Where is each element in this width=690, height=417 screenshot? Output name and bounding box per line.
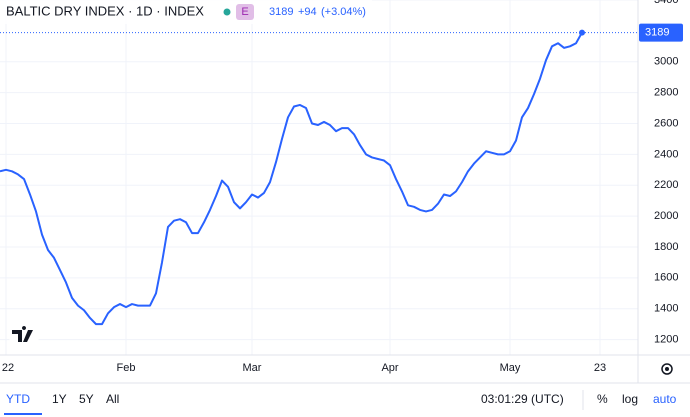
change: +94 (298, 6, 317, 18)
settings-icon[interactable] (661, 363, 673, 375)
price-label-bg (639, 23, 683, 42)
range-button[interactable]: YTD (6, 392, 30, 406)
option-button[interactable]: log (622, 392, 638, 406)
y-tick-label: 2200 (654, 179, 678, 191)
y-tick-label: 1800 (654, 241, 678, 253)
legend-bg (0, 0, 372, 24)
toolbar: YTD 1Y 5Y All 03:01:29 (UTC)% log auto (4, 390, 677, 415)
range-button[interactable]: All (106, 392, 119, 406)
last-point (579, 29, 585, 36)
y-tick-label: 2000 (654, 210, 678, 222)
x-tick-label: 22 (2, 362, 14, 374)
tv-logo (9, 321, 39, 351)
range-button[interactable]: 5Y (79, 392, 94, 406)
range-button[interactable]: 1Y (52, 392, 67, 406)
y-tick-label: 2800 (654, 87, 678, 99)
price-line (0, 32, 583, 326)
y-tick-label: 1400 (654, 303, 678, 315)
x-tick-label: Feb (117, 362, 136, 374)
x-tick-label: May (500, 362, 521, 374)
market-status (223, 8, 231, 16)
y-tick-label: 3000 (654, 56, 678, 68)
last-price: 3189 (269, 6, 293, 18)
badge: E (241, 6, 248, 18)
grid (0, 0, 638, 355)
y-tick-label: 1200 (654, 333, 678, 345)
y-tick-label: 1600 (654, 272, 678, 284)
x-tick-label: 23 (594, 362, 606, 374)
y-tick-label: 2600 (654, 117, 678, 129)
option-button[interactable]: % (597, 392, 608, 406)
change-pct: (+3.04%) (321, 6, 366, 18)
clock: 03:01:29 (UTC) (481, 392, 564, 406)
y-tick-label: 3400 (654, 0, 678, 6)
option-button[interactable]: auto (653, 392, 677, 406)
x-tick-label: Apr (381, 362, 398, 374)
price-label: 3189 (645, 26, 669, 38)
plot (0, 29, 638, 326)
y-tick-label: 2400 (654, 148, 678, 160)
symbol-title: BALTIC DRY INDEX · 1D · INDEX (6, 3, 204, 18)
badge-bg (236, 4, 254, 20)
x-tick-label: Mar (243, 362, 262, 374)
